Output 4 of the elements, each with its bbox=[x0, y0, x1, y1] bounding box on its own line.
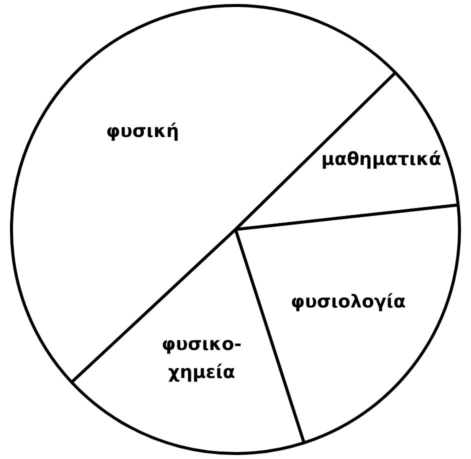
slice-label: μαθηματικά bbox=[321, 149, 442, 170]
slice-label: φυσιολογία bbox=[290, 291, 406, 312]
slice-label: φυσικο-χημεία bbox=[162, 334, 242, 384]
slice-label: φυσική bbox=[106, 121, 180, 142]
